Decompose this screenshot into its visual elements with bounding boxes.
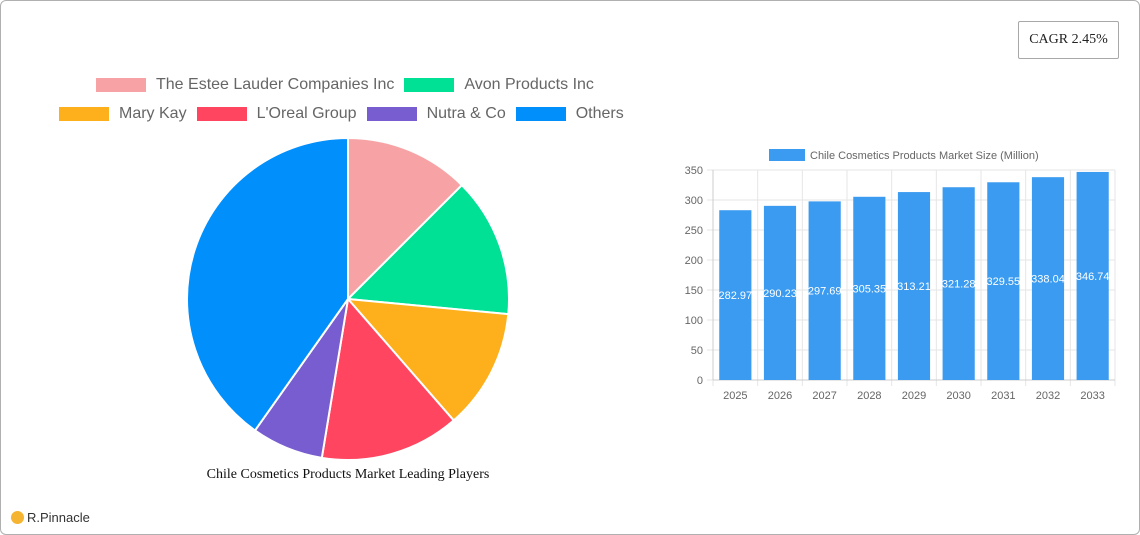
bar-value-label: 290.23 — [763, 288, 797, 300]
x-tick-label: 2028 — [857, 390, 881, 402]
pie-slice[interactable] — [347, 136, 464, 302]
bar[interactable] — [897, 192, 931, 380]
bar-value-label: 297.69 — [808, 286, 842, 298]
bar[interactable] — [719, 210, 752, 380]
x-tick-label: 2032 — [1036, 390, 1060, 402]
pie-legend-row-1: The Estee Lauder Companies Inc Avon Produ… — [96, 76, 604, 94]
pie-slice[interactable] — [345, 297, 510, 422]
legend-label: Mary Kay — [119, 105, 187, 122]
x-tick-label: 2025 — [723, 390, 747, 402]
bar[interactable] — [942, 187, 975, 380]
y-tick-label: 250 — [685, 225, 703, 237]
bar-value-label: 346.74 — [1076, 271, 1110, 283]
x-tick-label: 2029 — [902, 390, 926, 402]
legend-label: Chile Cosmetics Products Market Size (Mi… — [810, 150, 1039, 162]
bar-value-label: 313.21 — [897, 281, 931, 293]
bar-value-label: 305.35 — [853, 283, 887, 295]
y-tick-label: 100 — [685, 315, 703, 327]
x-tick-label: 2030 — [946, 390, 970, 402]
legend-item[interactable]: L'Oreal Group — [196, 105, 357, 123]
legend-item[interactable]: Others — [515, 105, 624, 123]
legend-label: L'Oreal Group — [256, 105, 357, 122]
legend-label: Nutra & Co — [426, 105, 506, 122]
y-tick-label: 350 — [685, 165, 703, 177]
legend-item[interactable]: Nutra & Co — [366, 105, 506, 123]
pie-slice[interactable] — [345, 183, 510, 316]
legend-swatch — [515, 107, 566, 121]
x-tick-label: 2026 — [768, 390, 792, 402]
bar-value-label: 321.28 — [942, 279, 976, 291]
bar-value-label: 329.55 — [987, 276, 1021, 288]
legend-swatch — [404, 78, 455, 92]
bar[interactable] — [763, 205, 797, 380]
brand-logo: R.Pinnacle — [11, 510, 90, 525]
y-tick-label: 300 — [685, 195, 703, 207]
x-tick-label: 2033 — [1080, 390, 1104, 402]
bar-value-label: 282.97 — [719, 290, 753, 302]
y-tick-label: 200 — [685, 255, 703, 267]
legend-swatch — [366, 107, 417, 121]
logo-icon — [11, 511, 24, 524]
y-tick-label: 150 — [685, 285, 703, 297]
legend-label: The Estee Lauder Companies Inc — [156, 76, 395, 93]
pie-slice[interactable] — [186, 136, 349, 432]
legend-swatch — [59, 107, 109, 121]
pie-chart — [186, 136, 510, 461]
cagr-label: CAGR 2.45% — [1029, 32, 1108, 47]
pie-slice[interactable] — [320, 296, 456, 461]
legend-label: Others — [575, 105, 624, 122]
cagr-badge: CAGR 2.45% — [1018, 21, 1119, 59]
legend-swatch — [769, 149, 805, 161]
legend-item[interactable]: The Estee Lauder Companies Inc — [96, 76, 394, 94]
legend-item[interactable]: Mary Kay — [59, 105, 187, 123]
bar[interactable] — [1031, 177, 1065, 380]
brand-name: R.Pinnacle — [27, 510, 90, 525]
bar[interactable] — [987, 182, 1020, 380]
pie-legend-row-2: Mary Kay L'Oreal Group Nutra & Co Others — [59, 105, 634, 123]
bar[interactable] — [808, 201, 841, 380]
legend-swatch — [196, 107, 247, 121]
x-tick-label: 2031 — [991, 390, 1015, 402]
y-tick-label: 50 — [691, 345, 703, 357]
bar-legend[interactable]: Chile Cosmetics Products Market Size (Mi… — [769, 149, 1039, 162]
bar-value-label: 338.04 — [1031, 274, 1065, 286]
legend-item[interactable]: Avon Products Inc — [404, 76, 594, 94]
pie-chart-title: Chile Cosmetics Products Market Leading … — [206, 467, 490, 482]
bar[interactable] — [1076, 171, 1109, 380]
legend-swatch — [96, 78, 146, 92]
legend-label: Avon Products Inc — [464, 76, 594, 93]
x-tick-label: 2027 — [812, 390, 836, 402]
y-tick-label: 0 — [697, 375, 703, 387]
bar-chart: Chile Cosmetics Products Market Size (Mi… — [685, 149, 1116, 402]
bar[interactable] — [853, 196, 886, 380]
